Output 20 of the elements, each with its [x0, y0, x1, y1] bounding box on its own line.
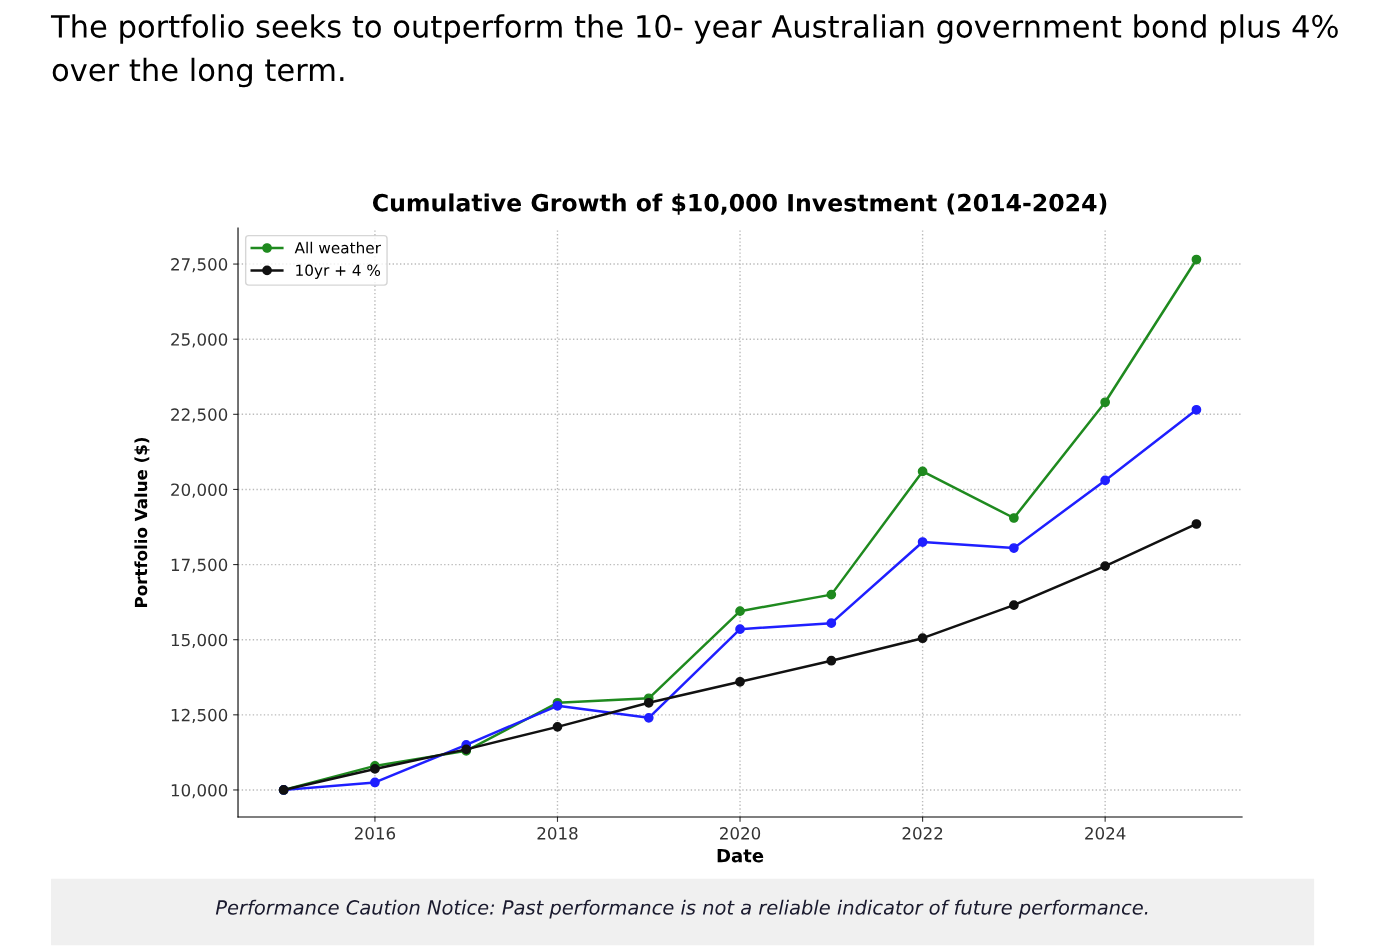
y-tick-label: 27,500 [171, 258, 228, 273]
y-tick-label: 17,500 [171, 558, 228, 573]
x-tick-label: 2022 [902, 827, 943, 840]
y-tick-label: 22,500 [171, 408, 228, 423]
y-tick-label: 12,500 [171, 708, 228, 724]
chart-subtitle: The portfolio seeks to outperform the 10- year Australian government bond plus 4% over the long term. [50, 14, 1338, 88]
legend-label: 10yr + 4 % [296, 264, 381, 279]
legend-label: All weather [294, 241, 381, 254]
x-axis-title: Date [717, 848, 764, 863]
x-tick-label: 2024 [1085, 827, 1126, 840]
x-tick-label: 2016 [354, 827, 396, 840]
y-tick-label: 25,000 [171, 333, 228, 348]
chart-title: Cumulative Growth of $10,000 Investment (2014-2024) [372, 193, 1107, 215]
text: Performance Caution Notice: Past performance is not a reliable indicator of future performance. [215, 899, 1148, 919]
y-tick-label: 20,000 [171, 483, 228, 498]
y-tick-label: 10,000 [171, 783, 228, 799]
x-tick-label: 2020 [720, 827, 761, 840]
y-axis-title: Portfolio Value ($) [134, 437, 150, 607]
x-tick-label: 2018 [537, 827, 578, 840]
y-tick-label: 15,000 [171, 633, 228, 648]
